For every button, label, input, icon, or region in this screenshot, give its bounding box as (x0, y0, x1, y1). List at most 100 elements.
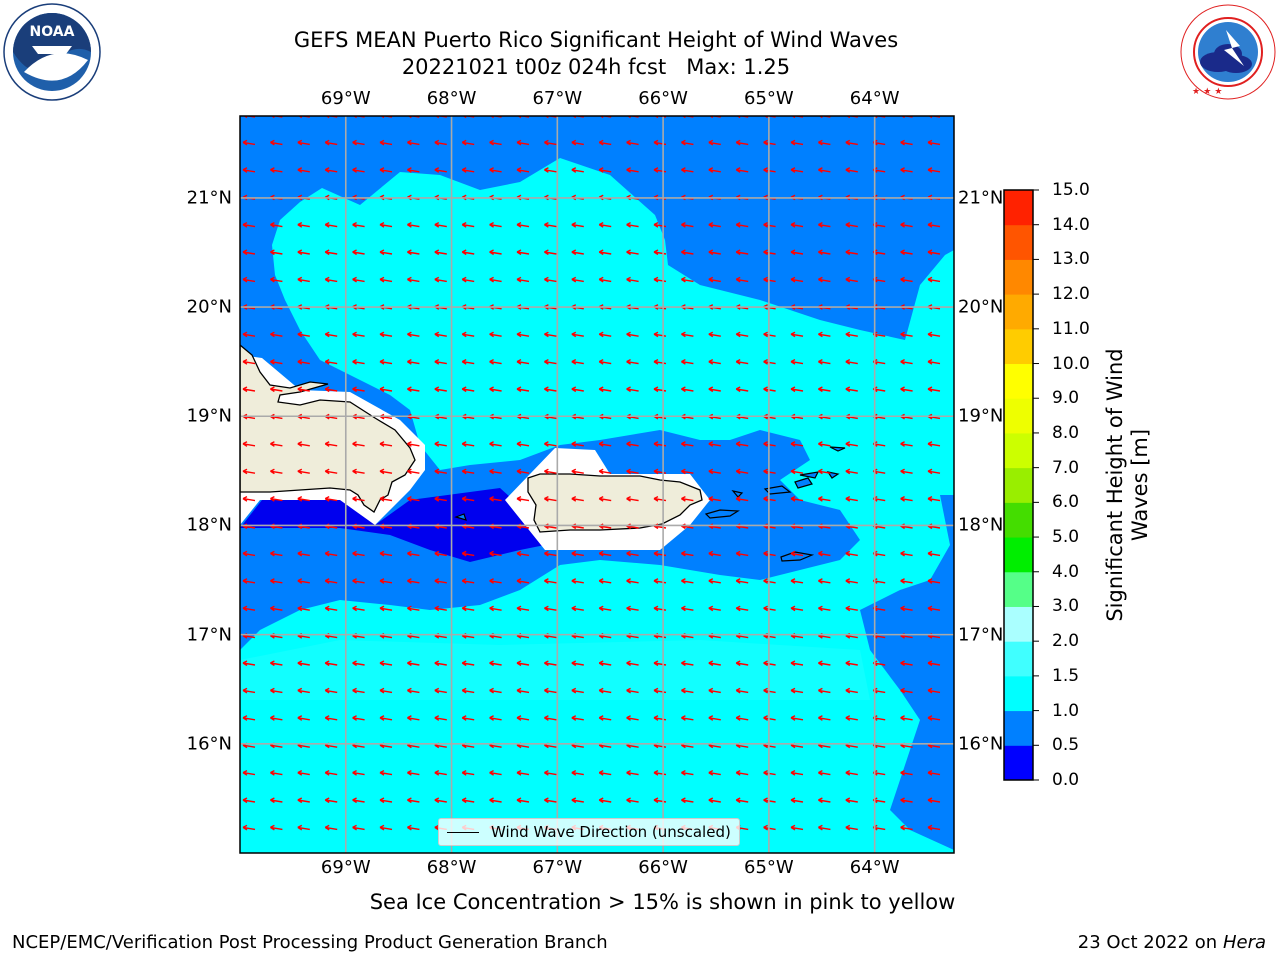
wave-direction-arrow (927, 769, 941, 776)
wave-direction-arrow (352, 550, 365, 557)
wave-direction-arrow (571, 441, 584, 447)
wave-direction-arrow (242, 495, 256, 502)
wave-direction-arrow (297, 139, 310, 146)
wave-direction-arrow (544, 715, 557, 721)
lon-tick-label-top: 67°W (532, 88, 583, 109)
wave-direction-arrow (927, 331, 941, 338)
colorbar-segment (1004, 190, 1033, 226)
wave-direction-arrow (790, 769, 804, 776)
wave-direction-arrow (653, 769, 667, 776)
wave-direction-arrow (571, 221, 584, 228)
sea-ice-note: Sea Ice Concentration > 15% is shown in … (369, 890, 956, 914)
wave-direction-arrow (544, 331, 557, 338)
wave-direction-arrow (626, 660, 639, 667)
wave-direction-arrow (297, 441, 310, 447)
wave-direction-arrow (434, 605, 447, 612)
wave-direction-arrow (324, 550, 338, 557)
wave-direction-arrow (297, 495, 310, 502)
wave-direction-arrow (544, 660, 557, 667)
wave-direction-arrow (681, 167, 694, 173)
wave-direction-arrow (270, 495, 283, 502)
wave-direction-arrow (297, 578, 310, 584)
wave-direction-arrow (544, 495, 557, 502)
wave-direction-arrow (297, 331, 310, 338)
wave-direction-arrow (598, 605, 612, 612)
wave-direction-arrow (735, 358, 749, 365)
wave-direction-arrow (818, 358, 831, 365)
wave-direction-arrow (900, 578, 913, 584)
wave-direction-arrow (516, 660, 530, 667)
wave-direction-arrow (379, 276, 393, 283)
lon-tick-label-top: 69°W (320, 88, 371, 109)
wave-direction-arrow (626, 249, 639, 256)
wave-direction-arrow (818, 139, 831, 146)
wave-direction-arrow (407, 495, 420, 502)
wave-direction-arrow (270, 221, 283, 228)
wave-direction-arrow (845, 386, 858, 393)
wave-direction-arrow (845, 797, 858, 804)
wave-direction-arrow (379, 715, 393, 721)
wave-direction-arrow (708, 358, 721, 365)
wave-direction-arrow (845, 276, 858, 283)
wave-direction-arrow (735, 441, 749, 447)
wave-direction-arrow (297, 386, 310, 393)
wave-direction-arrow (571, 687, 584, 694)
lat-tick-label-right: 19°N (958, 405, 1004, 427)
wave-direction-arrow (845, 139, 858, 146)
wave-direction-arrow (626, 441, 639, 447)
wave-direction-arrow (407, 276, 420, 283)
wave-direction-arrow (461, 249, 475, 256)
wave-direction-arrow (544, 605, 557, 612)
wave-direction-arrow (407, 441, 420, 447)
wave-direction-arrow (845, 824, 858, 831)
wave-direction-arrow (516, 386, 530, 393)
wave-direction-arrow (927, 386, 941, 393)
wave-direction-arrow (598, 331, 612, 338)
wave-direction-arrow (708, 687, 721, 694)
wave-direction-arrow (544, 578, 557, 584)
wave-direction-arrow (818, 687, 831, 694)
wave-direction-arrow (489, 660, 502, 667)
wave-direction-arrow (434, 769, 447, 776)
wave-direction-arrow (544, 221, 557, 228)
wave-direction-arrow (735, 660, 749, 667)
wave-direction-arrow (434, 550, 447, 557)
wave-direction-arrow (352, 139, 365, 146)
wave-direction-arrow (708, 331, 721, 338)
colorbar-tick-label: 3.0 (1052, 596, 1080, 617)
wave-direction-arrow (598, 715, 612, 721)
wave-direction-arrow (818, 605, 831, 612)
wave-direction-arrow (735, 167, 749, 173)
wave-direction-arrow (927, 550, 941, 557)
wave-direction-arrow (379, 167, 393, 173)
land-hispaniola (240, 344, 416, 513)
wave-direction-arrow (818, 715, 831, 721)
footer-date: 23 Oct 2022 on Hera (1078, 932, 1266, 953)
colorbar-frame (1003, 189, 1034, 781)
wave-direction-arrow (845, 550, 858, 557)
wave-direction-arrow (845, 769, 858, 776)
wave-direction-arrow (297, 167, 310, 173)
wave-direction-arrow (270, 824, 283, 831)
wave-direction-arrow (790, 715, 804, 721)
wave-direction-arrow (379, 605, 393, 612)
colorbar-segment (1004, 641, 1033, 677)
wave-direction-arrow (242, 824, 256, 831)
wave-direction-arrow (681, 441, 694, 447)
colorbar-tick-label: 1.5 (1052, 665, 1080, 686)
wave-direction-arrow (735, 276, 749, 283)
wave-direction-arrow (845, 715, 858, 721)
wave-direction-arrow (242, 797, 256, 804)
wave-direction-arrow (845, 441, 858, 447)
wave-direction-arrow (379, 441, 393, 447)
wave-direction-arrow (379, 249, 393, 256)
wave-direction-arrow (297, 249, 310, 256)
wave-direction-arrow (407, 386, 420, 393)
wave-band-south-1-5-2-0 (240, 640, 870, 700)
wave-direction-arrow (735, 221, 749, 228)
colorbar-segment (1004, 259, 1033, 295)
lon-tick-label-bottom: 64°W (849, 857, 900, 878)
wave-direction-arrow (407, 715, 420, 721)
wave-direction-arrow (407, 221, 420, 228)
wave-direction-arrow (242, 221, 256, 228)
